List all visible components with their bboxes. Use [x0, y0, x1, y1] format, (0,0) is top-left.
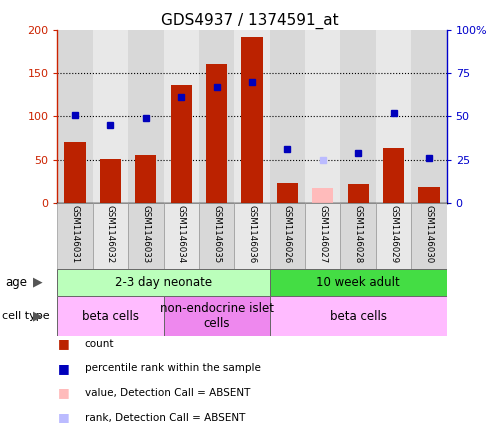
Text: cell type: cell type — [2, 311, 50, 321]
FancyBboxPatch shape — [340, 203, 376, 269]
FancyBboxPatch shape — [269, 203, 305, 269]
FancyBboxPatch shape — [376, 203, 411, 269]
Text: beta cells: beta cells — [330, 310, 387, 323]
Text: GSM1146036: GSM1146036 — [248, 205, 256, 263]
Bar — [411, 30, 447, 203]
Text: beta cells: beta cells — [82, 310, 139, 323]
Text: GSM1146030: GSM1146030 — [425, 205, 434, 263]
Bar — [312, 188, 333, 203]
Text: GSM1146029: GSM1146029 — [389, 205, 398, 263]
Text: ▶: ▶ — [32, 276, 42, 289]
Text: age: age — [5, 276, 27, 289]
FancyBboxPatch shape — [57, 203, 93, 269]
Bar — [171, 85, 192, 203]
Text: 2-3 day neonate: 2-3 day neonate — [115, 276, 212, 289]
FancyBboxPatch shape — [164, 296, 269, 336]
FancyBboxPatch shape — [57, 269, 269, 296]
Bar — [277, 183, 298, 203]
Text: value, Detection Call = ABSENT: value, Detection Call = ABSENT — [85, 388, 250, 398]
Text: ■: ■ — [57, 338, 69, 350]
Text: 10 week adult: 10 week adult — [316, 276, 400, 289]
Bar — [93, 30, 128, 203]
Text: GSM1146035: GSM1146035 — [212, 205, 221, 263]
Bar — [128, 30, 164, 203]
Text: ■: ■ — [57, 362, 69, 375]
FancyBboxPatch shape — [199, 203, 235, 269]
Bar — [340, 30, 376, 203]
Text: GSM1146032: GSM1146032 — [106, 205, 115, 263]
FancyBboxPatch shape — [411, 203, 447, 269]
FancyBboxPatch shape — [57, 296, 164, 336]
Bar — [418, 187, 440, 203]
Bar — [269, 30, 305, 203]
Bar — [64, 142, 86, 203]
Bar — [100, 159, 121, 203]
FancyBboxPatch shape — [269, 296, 447, 336]
Text: GSM1146027: GSM1146027 — [318, 205, 327, 263]
Bar — [57, 30, 93, 203]
FancyBboxPatch shape — [93, 203, 128, 269]
FancyBboxPatch shape — [269, 269, 447, 296]
Text: GSM1146031: GSM1146031 — [70, 205, 79, 263]
Text: GSM1146034: GSM1146034 — [177, 205, 186, 263]
Bar — [135, 155, 157, 203]
Bar — [347, 184, 369, 203]
Bar — [164, 30, 199, 203]
FancyBboxPatch shape — [235, 203, 269, 269]
Bar — [235, 30, 269, 203]
FancyBboxPatch shape — [164, 203, 199, 269]
Text: ▶: ▶ — [32, 310, 42, 323]
Text: GDS4937 / 1374591_at: GDS4937 / 1374591_at — [161, 13, 338, 29]
Text: percentile rank within the sample: percentile rank within the sample — [85, 363, 260, 374]
Text: ■: ■ — [57, 411, 69, 423]
Bar — [242, 36, 262, 203]
Text: GSM1146033: GSM1146033 — [141, 205, 150, 263]
Text: GSM1146026: GSM1146026 — [283, 205, 292, 263]
Text: non-endocrine islet
cells: non-endocrine islet cells — [160, 302, 273, 330]
Text: count: count — [85, 339, 114, 349]
Text: ■: ■ — [57, 387, 69, 399]
FancyBboxPatch shape — [128, 203, 164, 269]
Bar — [206, 64, 227, 203]
Text: GSM1146028: GSM1146028 — [354, 205, 363, 263]
Bar — [199, 30, 235, 203]
Bar — [305, 30, 340, 203]
Bar — [376, 30, 411, 203]
Bar — [383, 148, 404, 203]
FancyBboxPatch shape — [305, 203, 340, 269]
Text: rank, Detection Call = ABSENT: rank, Detection Call = ABSENT — [85, 412, 245, 423]
